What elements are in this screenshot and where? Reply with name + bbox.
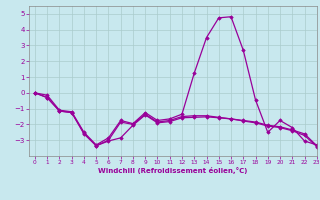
X-axis label: Windchill (Refroidissement éolien,°C): Windchill (Refroidissement éolien,°C) [98, 167, 247, 174]
